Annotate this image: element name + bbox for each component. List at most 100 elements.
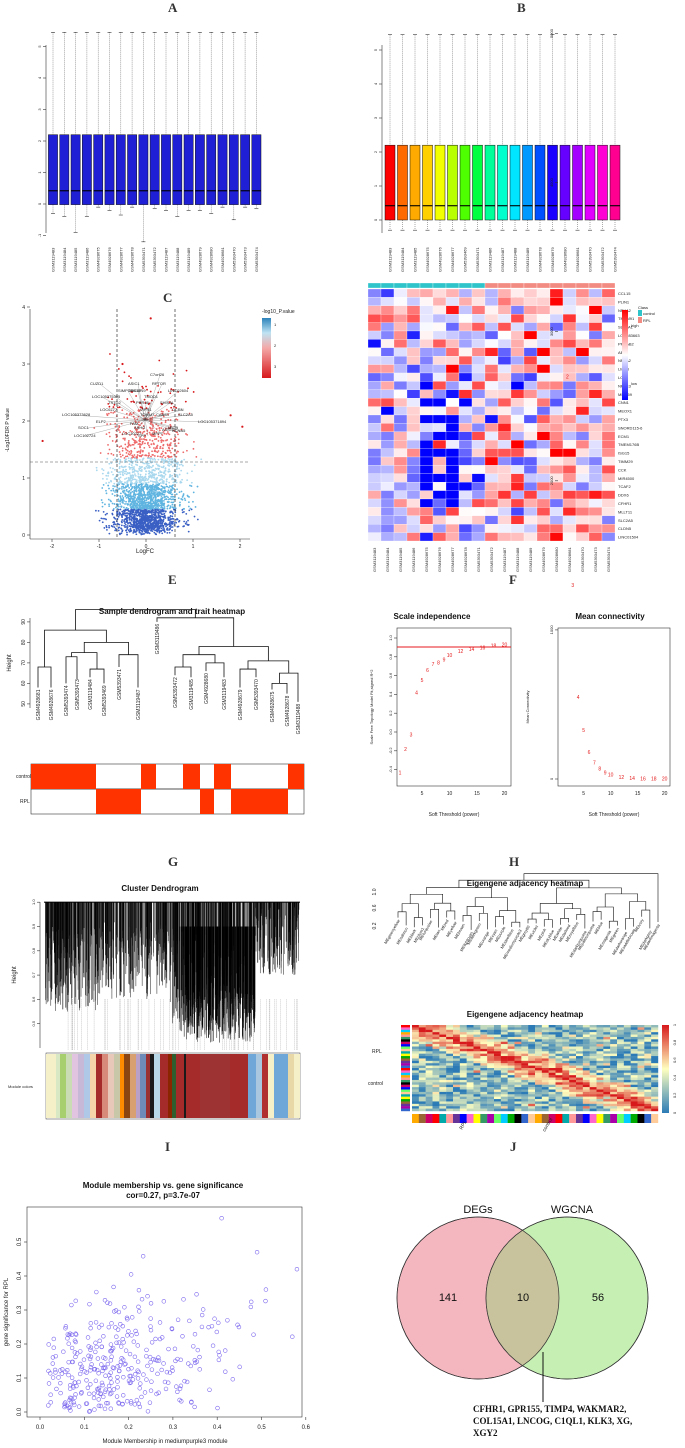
heatmap-cell xyxy=(523,356,538,365)
volcano-point xyxy=(117,515,120,518)
heatmap-cell xyxy=(445,498,460,508)
boxplot-a-sample-label: GSM3119485 xyxy=(73,247,78,272)
volcano-point xyxy=(139,445,141,448)
volcano-point xyxy=(153,519,155,522)
heatmap-cell xyxy=(432,456,447,466)
volcano-point xyxy=(169,505,172,508)
heatmap-cell xyxy=(458,473,473,483)
volcano-point xyxy=(164,498,166,501)
volcano-point xyxy=(156,451,159,454)
sft-power-label: 8 xyxy=(437,660,440,666)
heatmap-cell xyxy=(601,482,616,491)
boxplot-a-box xyxy=(70,134,81,205)
heatmap-cell xyxy=(523,448,538,458)
volcano-point xyxy=(119,476,122,479)
volcano-point xyxy=(113,503,116,505)
volcano-point xyxy=(167,523,170,526)
volcano-point xyxy=(131,486,134,489)
heatmap-class-bar xyxy=(575,282,590,289)
volcano-point xyxy=(140,438,143,441)
dendrogram-e-link xyxy=(156,617,235,647)
heatmap-cell xyxy=(393,473,408,483)
heatmap-cell xyxy=(484,347,499,357)
volcano-point xyxy=(167,519,170,521)
heatmap-cell xyxy=(575,431,590,441)
volcano-point xyxy=(146,429,149,432)
heatmap-cell xyxy=(575,398,590,407)
sft-power-label: 2 xyxy=(404,747,407,753)
volcano-point xyxy=(135,508,138,510)
volcano-point xyxy=(144,482,147,484)
volcano-point xyxy=(144,503,147,506)
heatmap-cell xyxy=(406,372,421,382)
heatmap-cell xyxy=(523,398,538,407)
volcano-point xyxy=(105,482,108,484)
heatmap-cell xyxy=(458,515,473,525)
volcano-point xyxy=(183,507,186,510)
heatmap-cell xyxy=(562,339,577,348)
heatmap-cell xyxy=(562,473,577,483)
volcano-point xyxy=(189,507,192,510)
volcano-point xyxy=(175,452,178,454)
heatmap-cell xyxy=(497,398,512,407)
volcano-gene-label: LOC105373628 xyxy=(62,412,91,417)
volcano-point xyxy=(190,481,193,484)
volcano-point xyxy=(119,508,122,511)
heatmap-column-label: GSM5393474 xyxy=(606,547,611,572)
trait-label-rpl: RPL xyxy=(20,799,30,805)
volcano-point xyxy=(131,478,134,481)
volcano-point xyxy=(157,467,159,470)
heatmap-cell xyxy=(367,305,382,315)
heatmap-cell xyxy=(549,532,564,542)
boxplot-b-ytick-label: 2 xyxy=(373,150,378,153)
heatmap-cell xyxy=(549,372,564,382)
boxplot-a-box xyxy=(127,134,137,205)
volcano-point xyxy=(144,475,147,478)
volcano-point xyxy=(166,408,168,411)
heatmap-cell xyxy=(458,322,473,332)
sft-power-label: 7 xyxy=(432,662,435,668)
heatmap-cell xyxy=(536,398,551,407)
heatmap-cell xyxy=(510,372,525,382)
volcano-point xyxy=(137,501,140,503)
panel-label-b: B xyxy=(517,0,526,15)
volcano-point xyxy=(118,406,121,409)
volcano-point xyxy=(168,525,171,528)
volcano-point xyxy=(186,433,189,436)
volcano-point xyxy=(167,446,170,449)
heatmap-cell xyxy=(523,440,538,449)
heatmap-cell xyxy=(601,431,616,441)
dendrogram-e-leaf-label: GSM5393474 xyxy=(64,685,70,716)
heatmap-cell xyxy=(510,339,525,348)
heatmap-cell xyxy=(419,398,434,407)
heatmap-class-bar xyxy=(367,282,382,289)
heatmap-cell xyxy=(588,532,603,542)
heatmap-cell xyxy=(510,524,525,533)
heatmap-cell xyxy=(458,498,473,508)
volcano-point xyxy=(151,465,154,467)
heatmap-cell xyxy=(510,507,525,516)
volcano-point xyxy=(165,528,168,531)
heatmap-cell xyxy=(562,431,577,441)
volcano-point xyxy=(120,465,123,468)
heatmap-cell xyxy=(484,515,499,525)
heatmap-cell xyxy=(471,515,486,525)
heatmap-cell xyxy=(393,507,408,516)
volcano-point xyxy=(177,433,179,436)
boxplot-a-ytick-label: 2 xyxy=(37,139,42,142)
volcano-point xyxy=(153,429,156,432)
heatmap-cell xyxy=(601,406,616,416)
volcano-point xyxy=(175,521,178,524)
volcano-point xyxy=(100,499,103,501)
volcano-point xyxy=(131,511,134,513)
heatmap-cell xyxy=(432,288,447,298)
volcano-point xyxy=(165,480,168,483)
heatmap-cell xyxy=(432,414,447,424)
volcano-point xyxy=(110,471,113,473)
volcano-point xyxy=(178,464,181,466)
soft-threshold-left-ytick-label: 0.2 xyxy=(388,710,393,716)
volcano-point xyxy=(129,474,132,477)
heatmap-cell xyxy=(367,356,382,365)
volcano-point xyxy=(192,391,195,393)
boxplot-b-box xyxy=(584,144,596,221)
